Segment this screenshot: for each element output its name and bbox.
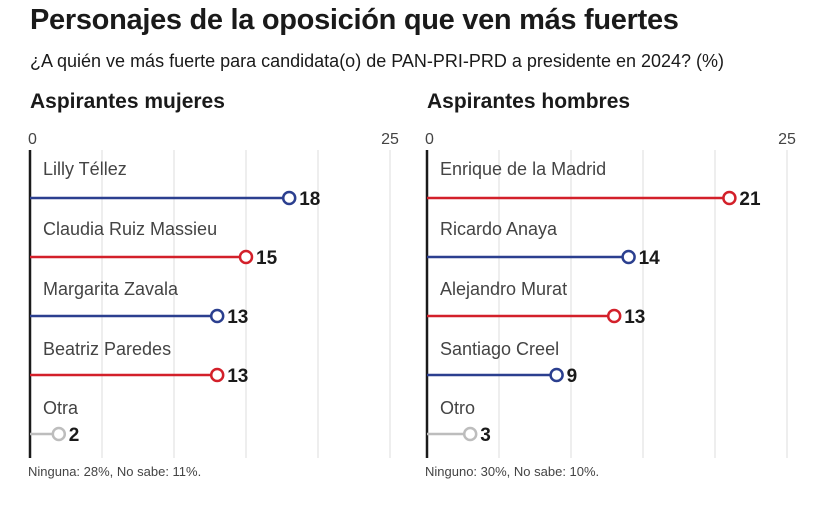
category-label-women-3: Beatriz Paredes [43, 339, 171, 359]
tick-label-max-men: 25 [778, 131, 796, 148]
value-label-women-4: 2 [69, 425, 80, 446]
bar-marker-women-2 [209, 308, 225, 324]
footnote-men: Ninguno: 30%, No sabe: 10%. [425, 464, 599, 479]
panel-title-women: Aspirantes mujeres [30, 90, 225, 113]
tick-label-min-women: 0 [28, 131, 37, 148]
bar-marker-women-4 [51, 426, 67, 442]
category-label-women-2: Margarita Zavala [43, 279, 179, 299]
bar-marker-men-4 [462, 426, 478, 442]
bar-marker-women-1 [238, 249, 254, 265]
chart-title: Personajes de la oposición que ven más f… [30, 4, 679, 36]
category-label-women-1: Claudia Ruiz Massieu [43, 219, 217, 239]
bar-marker-men-3 [549, 367, 564, 383]
value-label-women-0: 18 [299, 189, 320, 210]
category-label-men-0: Enrique de la Madrid [440, 159, 606, 179]
value-label-men-3: 9 [567, 366, 578, 387]
category-label-women-4: Otra [43, 398, 79, 418]
category-label-men-1: Ricardo Anaya [440, 219, 558, 239]
panel-title-men: Aspirantes hombres [427, 90, 630, 113]
chart-subtitle: ¿A quién ve más fuerte para candidata(o)… [30, 51, 725, 71]
value-label-women-1: 15 [256, 248, 278, 269]
value-label-men-4: 3 [480, 425, 491, 446]
value-label-men-1: 14 [639, 248, 661, 269]
value-label-women-3: 13 [227, 366, 248, 387]
category-label-men-2: Alejandro Murat [440, 279, 567, 299]
category-label-men-4: Otro [440, 398, 475, 418]
category-label-men-3: Santiago Creel [440, 339, 559, 359]
value-label-men-0: 21 [739, 189, 761, 210]
bar-marker-women-3 [209, 367, 225, 383]
footnote-women: Ninguna: 28%, No sabe: 11%. [28, 464, 201, 479]
bar-marker-men-1 [621, 249, 636, 265]
bar-marker-men-0 [722, 190, 737, 206]
tick-label-min-men: 0 [425, 131, 434, 148]
tick-label-max-women: 25 [381, 131, 399, 148]
value-label-men-2: 13 [624, 307, 645, 328]
value-label-women-2: 13 [227, 307, 248, 328]
bar-marker-women-0 [281, 190, 297, 206]
bar-marker-men-2 [606, 308, 622, 324]
category-label-women-0: Lilly Téllez [43, 159, 127, 179]
